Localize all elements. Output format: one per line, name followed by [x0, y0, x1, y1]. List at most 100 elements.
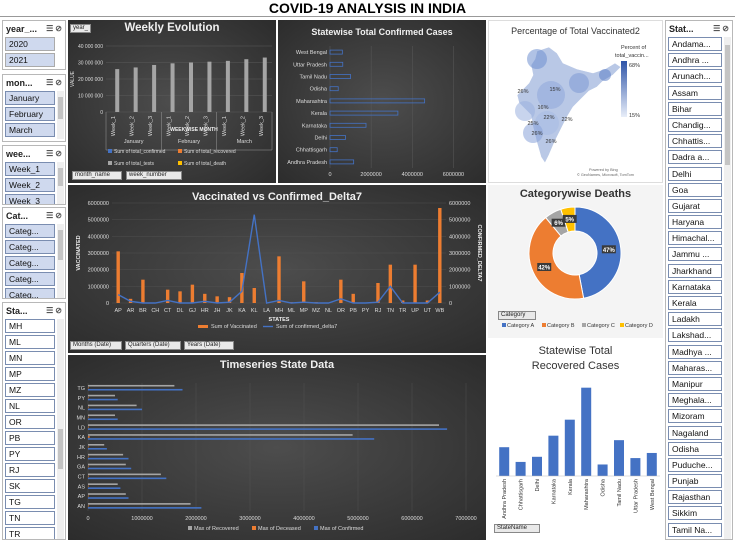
slicer-item-categ[interactable]: Categ...	[5, 272, 55, 286]
slicer-item-february[interactable]: February	[5, 107, 55, 121]
slicer-item-assam[interactable]: Assam	[668, 85, 722, 100]
clear-filter-icon[interactable]: ⊘	[55, 149, 62, 158]
clear-filter-icon[interactable]: ⊘	[55, 78, 62, 87]
slicer-item-py[interactable]: PY	[5, 447, 55, 461]
slicer-item-goa[interactable]: Goa	[668, 182, 722, 197]
slicer-item-tr[interactable]: TR	[5, 527, 55, 539]
slicer-scrollbar[interactable]	[57, 91, 64, 139]
quarters-date-filter-button[interactable]: Quarters (Date)	[125, 341, 181, 350]
slice-category-b[interactable]	[528, 216, 585, 300]
slicer-item-jharkhand[interactable]: Jharkhand	[668, 263, 722, 278]
slicer-item-mizoram[interactable]: Mizoram	[668, 409, 722, 424]
multi-select-icon[interactable]: ☰	[46, 211, 54, 220]
month-name-filter-button[interactable]: month_name	[72, 171, 122, 180]
multi-select-icon[interactable]: ☰	[46, 24, 54, 33]
slicer-item-week-1[interactable]: Week_1	[5, 162, 55, 176]
slicer-item-tamil-na[interactable]: Tamil Na...	[668, 522, 722, 537]
slicer-item-madhya[interactable]: Madhya ...	[668, 344, 722, 359]
multi-select-icon[interactable]: ☰	[46, 149, 54, 158]
slicer-item-punjab[interactable]: Punjab	[668, 474, 722, 489]
slicer-item-lakshad[interactable]: Lakshad...	[668, 328, 722, 343]
bar-tamil-nadu[interactable]	[614, 440, 624, 476]
slicer-item-chhattis[interactable]: Chhattis...	[668, 134, 722, 149]
state-region[interactable]	[523, 123, 543, 143]
slicer-item-march[interactable]: March	[5, 123, 55, 137]
slicer-item-mn[interactable]: MN	[5, 351, 55, 365]
slicer-scrollbar[interactable]	[57, 319, 64, 539]
slicer-item-puduche[interactable]: Puduche...	[668, 457, 722, 472]
slicer-item-andhra[interactable]: Andhra ...	[668, 53, 722, 68]
statename-filter-button[interactable]: StateName	[494, 524, 540, 533]
slicer-item-categ[interactable]: Categ...	[5, 240, 55, 254]
slicer-item-delhi[interactable]: Delhi	[668, 166, 722, 181]
slicer-item-dadra-a[interactable]: Dadra a...	[668, 150, 722, 165]
slicer-item-gujarat[interactable]: Gujarat	[668, 198, 722, 213]
multi-select-icon[interactable]: ☰	[713, 24, 721, 33]
clear-filter-icon[interactable]: ⊘	[55, 24, 62, 33]
slicer-item-tg[interactable]: TG	[5, 495, 55, 509]
slicer-item-2020[interactable]: 2020	[5, 37, 55, 51]
state-region[interactable]	[527, 49, 547, 69]
slicer-item-sikkim[interactable]: Sikkim	[668, 506, 722, 521]
slicer-item-categ[interactable]: Categ...	[5, 288, 55, 298]
slicer-item-or[interactable]: OR	[5, 415, 55, 429]
slicer-item-nl[interactable]: NL	[5, 399, 55, 413]
state-region[interactable]	[537, 81, 565, 109]
clear-filter-icon[interactable]: ⊘	[55, 306, 62, 315]
slicer-item-karnataka[interactable]: Karnataka	[668, 279, 722, 294]
state-region[interactable]	[515, 101, 535, 121]
slicer-item-andama[interactable]: Andama...	[668, 37, 722, 51]
clear-filter-icon[interactable]: ⊘	[55, 211, 62, 220]
bar-maharashtra[interactable]	[581, 387, 592, 476]
slicer-item-pb[interactable]: PB	[5, 431, 55, 445]
slicer-scrollbar[interactable]	[57, 224, 64, 298]
slicer-item-ml[interactable]: ML	[5, 335, 55, 349]
slicer-item-odisha[interactable]: Odisha	[668, 441, 722, 456]
bar-uttar-pradesh[interactable]	[630, 458, 641, 476]
slicer-item-tn[interactable]: TN	[5, 511, 55, 525]
slicer-item-mz[interactable]: MZ	[5, 383, 55, 397]
bar-odisha[interactable]	[597, 464, 608, 476]
slicer-item-mh[interactable]: MH	[5, 319, 55, 333]
bar-chhattisgarh[interactable]	[515, 461, 526, 476]
slicer-scrollbar[interactable]	[724, 37, 731, 539]
multi-select-icon[interactable]: ☰	[46, 78, 54, 87]
slicer-item-week-3[interactable]: Week_3	[5, 194, 55, 204]
bar-west-bengal[interactable]	[646, 452, 657, 476]
slicer-item-january[interactable]: January	[5, 91, 55, 105]
slice-category-a[interactable]	[574, 206, 622, 299]
multi-select-icon[interactable]: ☰	[46, 306, 54, 315]
slicer-item-week-2[interactable]: Week_2	[5, 178, 55, 192]
slicer-item-2021[interactable]: 2021	[5, 53, 55, 67]
week-number-filter-button[interactable]: week_number	[126, 171, 182, 180]
category-filter-button[interactable]: Category	[498, 311, 536, 320]
slicer-item-chandig[interactable]: Chandig...	[668, 117, 722, 132]
clear-filter-icon[interactable]: ⊘	[722, 24, 729, 33]
state-region[interactable]	[569, 73, 589, 93]
slicer-item-bihar[interactable]: Bihar	[668, 101, 722, 116]
bar-kerala[interactable]	[564, 419, 575, 476]
years-date-filter-button[interactable]: Years (Date)	[184, 341, 234, 350]
state-region[interactable]	[599, 69, 611, 81]
slicer-scrollbar[interactable]	[57, 162, 64, 204]
slicer-item-manipur[interactable]: Manipur	[668, 376, 722, 391]
slicer-item-ladakh[interactable]: Ladakh	[668, 312, 722, 327]
year-filter-button[interactable]: year_	[70, 24, 92, 33]
months-date-filter-button[interactable]: Months (Date)	[70, 341, 122, 350]
slicer-item-kerala[interactable]: Kerala	[668, 296, 722, 310]
slicer-item-categ[interactable]: Categ...	[5, 224, 55, 238]
slicer-item-nagaland[interactable]: Nagaland	[668, 425, 722, 440]
slicer-item-meghala[interactable]: Meghala...	[668, 393, 722, 408]
slicer-item-himachal[interactable]: Himachal...	[668, 231, 722, 246]
bar-delhi[interactable]	[532, 456, 542, 476]
slicer-item-maharas[interactable]: Maharas...	[668, 360, 722, 375]
slicer-item-jammu[interactable]: Jammu ...	[668, 247, 722, 262]
slicer-item-categ[interactable]: Categ...	[5, 256, 55, 270]
slicer-item-rajasthan[interactable]: Rajasthan	[668, 490, 722, 505]
slicer-item-mp[interactable]: MP	[5, 367, 55, 381]
bar-andhra-pradesh[interactable]	[499, 447, 510, 476]
slicer-item-arunach[interactable]: Arunach...	[668, 69, 722, 84]
slicer-item-rj[interactable]: RJ	[5, 463, 55, 477]
slicer-item-sk[interactable]: SK	[5, 479, 55, 493]
slicer-item-haryana[interactable]: Haryana	[668, 215, 722, 230]
